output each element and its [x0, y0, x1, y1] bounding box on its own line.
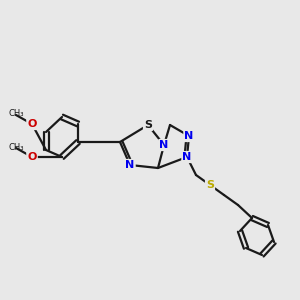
- Text: O: O: [27, 152, 37, 162]
- Text: S: S: [144, 120, 152, 130]
- Text: O: O: [27, 119, 37, 129]
- Text: N: N: [182, 152, 192, 162]
- Text: CH₃: CH₃: [8, 142, 24, 152]
- Text: N: N: [125, 160, 135, 170]
- Text: N: N: [159, 140, 169, 150]
- Text: N: N: [184, 131, 194, 141]
- Text: CH₃: CH₃: [8, 110, 24, 118]
- Text: S: S: [206, 180, 214, 190]
